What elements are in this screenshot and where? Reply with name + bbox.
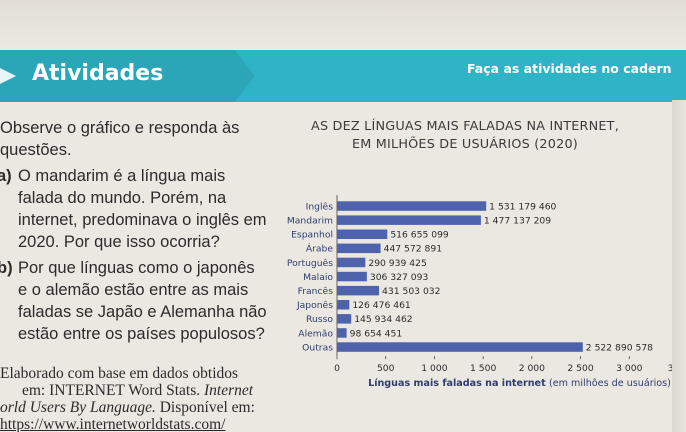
banner-instruction: Faça as atividades no cadern: [467, 61, 672, 76]
value-label-8: 126 476 461: [352, 300, 410, 311]
page-top-shade: [0, 0, 686, 50]
value-label-3: 516 655 099: [390, 230, 449, 241]
category-label-1: Inglês: [306, 201, 334, 212]
arrow-icon: [0, 65, 16, 87]
question-a-letter: a): [0, 167, 12, 185]
value-label-4: 447 572 891: [384, 244, 442, 255]
source-note: Elaborado com base em dados obtidos em: …: [0, 365, 270, 432]
page-edge: [672, 100, 686, 432]
x-tick-label-2: 500: [377, 363, 395, 374]
chart-title-line-1: AS DEZ LÍNGUAS MAIS FALADAS NA INTERNET,: [311, 119, 619, 134]
source-line-3: orld Users By Language. Disponível em:: [0, 399, 270, 416]
value-label-9: 145 934 462: [354, 314, 412, 325]
source-line-2-text: em: INTERNET Word Stats.: [22, 382, 201, 399]
x-tick-label-3: 1 000: [421, 363, 447, 374]
bar-2: [337, 215, 481, 225]
x-axis-label: Línguas mais faladas na internet (em mil…: [368, 377, 671, 389]
value-label-2: 1 477 137 209: [484, 215, 551, 226]
value-label-11: 2 522 890 578: [586, 342, 653, 353]
source-line-2-italic: Internet: [204, 382, 254, 399]
value-label-7: 431 503 032: [382, 286, 440, 297]
category-label-10: Alemão: [298, 328, 333, 339]
chart-title: AS DEZ LÍNGUAS MAIS FALADAS NA INTERNET,…: [300, 118, 630, 154]
category-label-5: Português: [287, 258, 333, 269]
chart-title-line-2: EM MILHÕES DE USUÁRIOS (2020): [351, 137, 578, 152]
value-label-6: 306 327 093: [370, 272, 429, 283]
question-a-text: O mandarim é a língua mais falada do mun…: [18, 167, 267, 251]
activities-banner: Atividades Faça as atividades no cadern: [0, 50, 686, 102]
bar-6: [337, 271, 367, 282]
x-tick-label-1: 0: [334, 363, 340, 374]
questions-column: Observe o gráfico e responda às questões…: [0, 117, 268, 345]
source-line-1: Elaborado com base em dados obtidos: [0, 365, 239, 382]
bar-1: [337, 201, 487, 211]
bar-7: [337, 285, 380, 296]
questions-intro: Observe o gráfico e responda às questões…: [0, 119, 240, 159]
source-line-3-italic: orld Users By Language.: [0, 399, 156, 416]
x-tick-label-4: 1 500: [470, 363, 496, 374]
question-b-text: Por que línguas como o japonês e o alemã…: [18, 259, 267, 343]
bar-4: [337, 243, 381, 254]
bar-8: [337, 300, 350, 310]
x-tick-label-5: 2 000: [519, 363, 545, 374]
banner-tab: Atividades: [0, 50, 255, 102]
source-line-2: em: INTERNET Word Stats. Internet: [0, 382, 270, 399]
category-label-6: Malaio: [303, 272, 333, 283]
banner-title: Atividades: [32, 61, 164, 86]
bar-3: [337, 229, 388, 239]
category-label-11: Outras: [302, 342, 333, 353]
value-label-5: 290 939 425: [368, 258, 427, 269]
category-label-8: Japonês: [296, 300, 333, 311]
bar-11: [337, 342, 583, 352]
x-axis-label-bold: Línguas mais faladas na internet: [368, 377, 549, 389]
question-a: a) O mandarim é a língua mais falada do …: [0, 165, 268, 253]
bar-10: [337, 328, 347, 338]
category-label-3: Espanhol: [291, 230, 333, 241]
x-tick-label-6: 2 500: [567, 363, 593, 374]
category-label-7: Francês: [298, 286, 334, 297]
x-tick-label-7: 3 000: [616, 363, 642, 374]
bar-5: [337, 257, 366, 268]
question-b: b) Por que línguas como o japonês e o al…: [0, 257, 268, 345]
category-label-2: Mandarim: [287, 215, 333, 226]
x-axis-label-rest: (em milhões de usuários): [549, 377, 671, 389]
bar-9: [337, 314, 352, 324]
value-label-10: 98 654 451: [350, 328, 403, 339]
bar-chart: Inglês 1 531 179 460 Mandarim 1 477 137 209…: [287, 195, 686, 389]
category-label-9: Russo: [306, 314, 333, 325]
value-label-1: 1 531 179 460: [489, 201, 556, 212]
source-url[interactable]: https://www.internetworldstats.com/: [0, 416, 226, 432]
source-line-3-tail: Disponível em:: [159, 399, 255, 416]
category-label-4: Árabe: [306, 243, 334, 255]
question-b-letter: b): [0, 259, 13, 277]
